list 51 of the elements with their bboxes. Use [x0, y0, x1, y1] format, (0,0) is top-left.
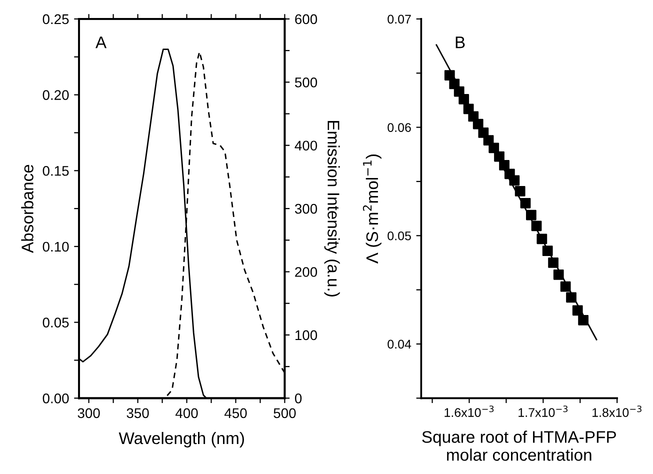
x-tick-label: 500: [274, 408, 296, 418]
annotation: A: [96, 36, 107, 48]
y-tick-label: 0.06: [388, 123, 411, 132]
y-tick-label: 0.25: [42, 14, 69, 24]
y2-tick-label: 200: [295, 267, 318, 277]
x-tick-label: 1.7x10$^{−3}$: [518, 406, 568, 417]
point: [520, 198, 531, 208]
point: [444, 70, 455, 80]
point: [566, 292, 576, 303]
x-tick-label: 1.8x10$^{−3}$: [592, 406, 642, 417]
point: [514, 186, 526, 196]
point: [578, 314, 588, 326]
y-tick-label: 0.04: [388, 340, 412, 349]
x-tick-label: 400: [175, 408, 198, 418]
y-tick-label: 0.05: [388, 231, 411, 240]
y-tick-label: 0.00: [42, 393, 69, 404]
y2-tick-label: 300: [294, 204, 318, 214]
x-tick-label: 350: [126, 408, 149, 418]
y2-tick-label: 100: [295, 330, 318, 340]
y-axis-title: Λ (S·m$^{2}$mol$^{−1}$): [362, 154, 382, 264]
y-tick-label: 0.15: [42, 166, 69, 176]
point: [488, 142, 500, 154]
x-tick-label: 1.6x10$^{−3}$: [444, 406, 494, 417]
point: [494, 151, 504, 162]
y-tick-label: 0.20: [42, 90, 69, 100]
point: [472, 118, 484, 130]
point: [509, 175, 520, 186]
point: [560, 281, 571, 292]
y2-tick-label: 0: [294, 393, 302, 404]
y-axis-title: Absorbance: [21, 164, 34, 253]
y-tick-label: 0.10: [42, 242, 69, 252]
x-tick-label: 450: [224, 408, 247, 418]
point: [526, 210, 536, 220]
x-axis-title: Wavelength (nm): [118, 432, 244, 448]
y2-axis-title: Emission Intensity (a.u.): [324, 121, 340, 296]
y2-tick-label: 400: [294, 140, 318, 151]
point: [499, 160, 510, 170]
x-tick-label: 300: [78, 408, 100, 418]
point: [572, 305, 583, 316]
x-axis-title: Square root of HTMA-PFP molar concentration: [422, 430, 616, 461]
y2-tick-label: 600: [295, 14, 318, 24]
y-tick-label: 0.07: [388, 14, 411, 24]
annotation: B: [456, 36, 465, 48]
y-tick-label: 0.05: [42, 318, 69, 328]
point: [531, 220, 542, 232]
point: [536, 234, 548, 244]
point: [542, 246, 553, 256]
y2-tick-label: 500: [294, 77, 318, 88]
point: [548, 258, 558, 268]
point: [553, 269, 564, 280]
point: [458, 94, 470, 104]
